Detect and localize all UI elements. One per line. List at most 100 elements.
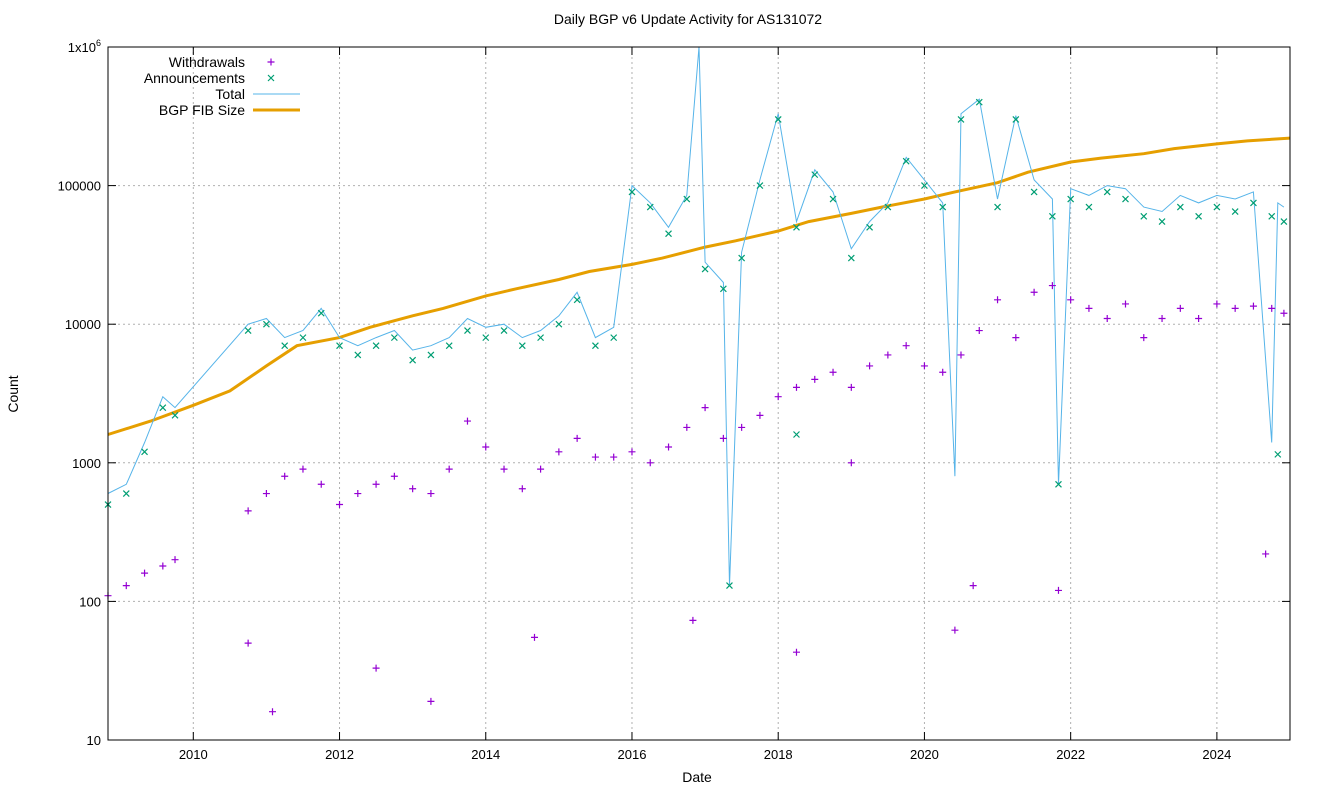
series-announcements-point [1213, 203, 1221, 211]
series-withdrawals-point [646, 459, 654, 467]
series-announcements-point [262, 320, 270, 328]
legend-label-announcements: Announcements [144, 70, 245, 86]
series-announcements-point [683, 195, 691, 203]
series-withdrawals-point [1213, 300, 1221, 308]
series-withdrawals-point [518, 485, 526, 493]
y-tick-label: 10 [87, 733, 101, 748]
x-tick-label: 2010 [179, 747, 208, 762]
series-withdrawals-point [573, 434, 581, 442]
series-announcements-point [756, 182, 764, 190]
series-withdrawals-point [683, 423, 691, 431]
axis-ticks: 10 100 1000 10000 100000 1x106 2010 2012 2014 201… [58, 38, 1290, 762]
series-withdrawals-point [1268, 304, 1276, 312]
x-tick-label: 2014 [471, 747, 500, 762]
series-announcements-point [500, 327, 508, 334]
chart-title: Daily BGP v6 Update Activity for AS13107… [554, 11, 822, 27]
series-announcements-point [1158, 218, 1166, 226]
series-announcements-point [354, 351, 362, 359]
series-withdrawals-point [336, 501, 344, 509]
series-total-line [107, 46, 1285, 586]
series-withdrawals-point [591, 453, 599, 461]
series-withdrawals-point [866, 362, 874, 370]
series-announcements-point [427, 351, 435, 359]
series-announcements-point [957, 116, 965, 123]
y-tick-label: 1x106 [68, 38, 101, 55]
series-withdrawals-point [555, 448, 563, 456]
series-withdrawals-point [1012, 334, 1020, 342]
series-withdrawals-point [811, 375, 819, 383]
series-withdrawals-point [1048, 282, 1056, 290]
x-tick-label: 2012 [325, 747, 354, 762]
series-withdrawals-point [884, 351, 892, 359]
y-tick-label: 1000 [72, 456, 101, 471]
x-tick-label: 2022 [1056, 747, 1085, 762]
series-announcements-point [994, 203, 1001, 211]
series-announcements-point [409, 356, 417, 364]
series-announcements-point [921, 182, 928, 190]
series-withdrawals-point [994, 296, 1002, 304]
series-withdrawals-point [829, 368, 837, 376]
series-withdrawals-point [445, 465, 453, 473]
series-announcements-point [141, 448, 148, 456]
legend-marker [267, 74, 275, 82]
series-announcements-point [159, 404, 167, 412]
x-tick-label: 2020 [910, 747, 939, 762]
series-withdrawals-point [774, 393, 782, 401]
series-announcements-point [445, 342, 453, 350]
series-withdrawals-point [738, 423, 746, 431]
series-announcements-point [939, 203, 947, 211]
series-withdrawals-point [1054, 586, 1062, 594]
x-tick-label: 2016 [618, 747, 647, 762]
series-withdrawals-point [719, 434, 727, 442]
series-announcements-point [390, 334, 398, 342]
series-announcements-point [281, 342, 289, 350]
series-withdrawals-point [244, 639, 252, 647]
series-withdrawals-point [122, 582, 130, 590]
series-announcements-point [171, 411, 179, 419]
x-tick-label: 2018 [764, 747, 793, 762]
series-withdrawals-point [975, 327, 983, 335]
series-announcements-point [122, 490, 130, 497]
series-withdrawals-point [409, 485, 417, 493]
series-announcements-point [975, 98, 983, 106]
series-announcements-point [1231, 208, 1239, 215]
legend-swatch-announcements [267, 74, 275, 82]
series-withdrawals [104, 282, 1288, 716]
series-announcements-point [372, 342, 380, 350]
series-withdrawals-point [530, 633, 538, 641]
series-withdrawals-point [951, 626, 959, 634]
series-withdrawals-point [1030, 288, 1038, 296]
series-announcements-point [1030, 188, 1038, 196]
series-withdrawals-point [1085, 304, 1093, 312]
series-announcements-point [726, 582, 733, 590]
series-withdrawals-point [244, 507, 252, 515]
series-withdrawals-point [1103, 314, 1111, 322]
series-bgp-fib-size [107, 136, 1291, 436]
series-withdrawals-point [159, 562, 167, 570]
legend-label-bgp-fib-size: BGP FIB Size [159, 102, 245, 118]
series-withdrawals-point [390, 472, 398, 480]
series-withdrawals-point [792, 648, 800, 656]
series-withdrawals-point [427, 490, 435, 498]
series-withdrawals-point [537, 465, 545, 473]
series-withdrawals-point [354, 490, 362, 498]
y-tick-label: 100 [79, 594, 101, 609]
series-announcements-point [555, 320, 563, 328]
plot-series [104, 46, 1291, 716]
series-withdrawals-point [957, 351, 965, 359]
series-withdrawals-point [1262, 550, 1270, 558]
series-withdrawals-point [372, 480, 380, 488]
series-announcements-point [244, 327, 252, 334]
series-withdrawals-point [847, 383, 855, 391]
series-announcements-point [701, 265, 709, 273]
series-withdrawals-point [1231, 304, 1239, 312]
series-announcements-point [793, 431, 800, 438]
series-withdrawals-point [141, 569, 149, 577]
series-announcements-point [1122, 195, 1129, 203]
y-tick-label: 100000 [58, 179, 101, 194]
series-announcements-point [518, 342, 526, 350]
series-announcements-point [866, 223, 874, 231]
series-withdrawals-point [317, 480, 325, 488]
series-withdrawals-point [902, 342, 910, 350]
